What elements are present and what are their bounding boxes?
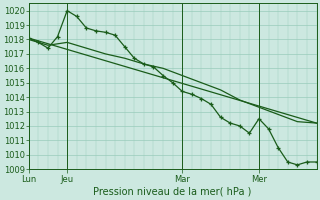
- X-axis label: Pression niveau de la mer( hPa ): Pression niveau de la mer( hPa ): [93, 187, 252, 197]
